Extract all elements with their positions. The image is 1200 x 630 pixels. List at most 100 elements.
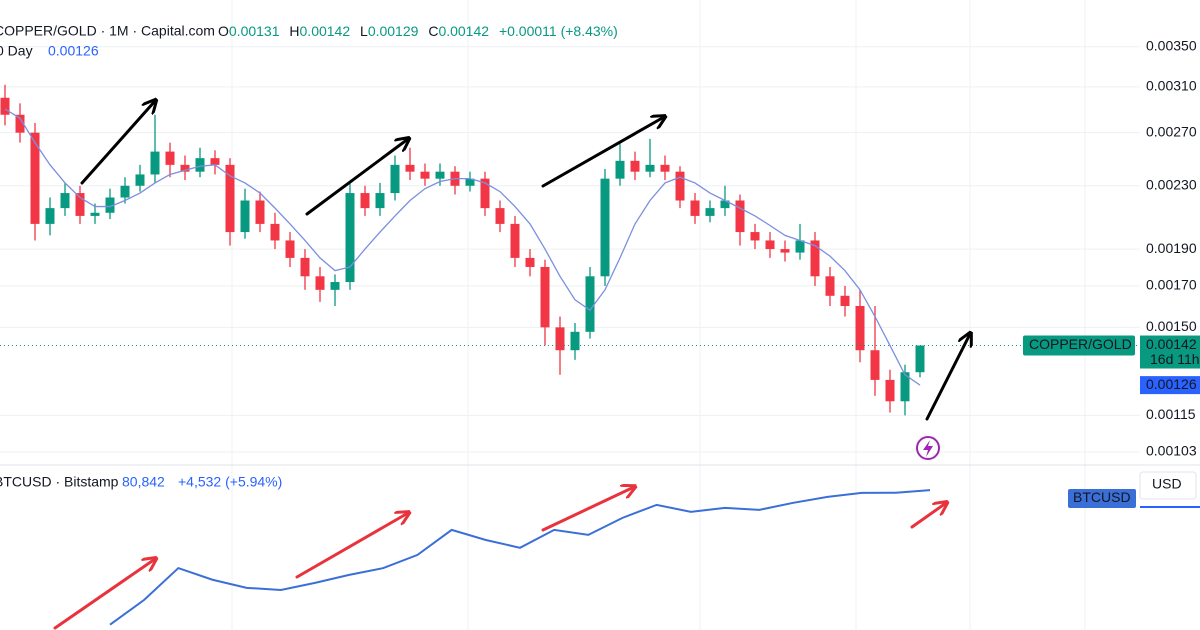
candle-body <box>30 132 40 224</box>
y-tick-label: 0.00150 <box>1146 318 1197 334</box>
last-price-tag-bg <box>1140 335 1200 369</box>
candle-body <box>645 164 655 172</box>
indicator-value: 0.00126 <box>48 43 99 59</box>
candle-body <box>435 171 445 179</box>
symbol-tag-bg <box>1023 335 1135 356</box>
candle-body <box>510 223 520 258</box>
ohlc-value: 0.00129 <box>368 23 419 39</box>
candle-body <box>0 97 10 115</box>
candle-body <box>255 200 265 224</box>
symbol-tag: BTCUSD <box>1073 489 1131 505</box>
candle-body <box>285 240 295 258</box>
indicator-tag: 0.00126 <box>1146 376 1197 392</box>
currency-label[interactable]: USD <box>1152 476 1182 492</box>
arrow <box>80 101 155 185</box>
candle-body <box>45 208 55 224</box>
event-icon[interactable] <box>916 436 940 460</box>
arrow <box>541 117 664 188</box>
symbol-tag: COPPER/GOLD <box>1029 336 1132 352</box>
indicator-label: 0 Day <box>0 43 33 59</box>
candle-body <box>480 178 490 209</box>
candle-body <box>735 200 745 233</box>
candle-body <box>420 171 430 179</box>
arrow <box>541 487 634 532</box>
candle-body <box>855 305 865 351</box>
arrow <box>910 503 946 529</box>
candle-body <box>915 345 925 373</box>
candle-body <box>750 232 760 241</box>
countdown: 16d 11h <box>1150 351 1200 367</box>
candle-body <box>720 200 730 209</box>
candle-body <box>780 249 790 253</box>
candle-body <box>825 276 835 296</box>
ohlc-label: C <box>428 23 438 39</box>
symbol-title: COPPER/GOLD · 1M · Capital.com <box>0 23 215 39</box>
candle-body <box>315 276 325 290</box>
y-tick-label: 0.00310 <box>1146 78 1197 94</box>
candle-body <box>90 212 100 216</box>
arrow <box>53 559 155 630</box>
y-tick-label: 0.00350 <box>1146 37 1197 53</box>
ohlc-label: H <box>289 23 299 39</box>
candle-body <box>885 379 895 402</box>
plot <box>0 46 1140 626</box>
candle-body <box>795 240 805 253</box>
ohlc-value: 0.00142 <box>438 23 489 39</box>
candle-body <box>870 350 880 380</box>
ohlc-legend: O0.00131 H0.00142 L0.00129 C0.00142 +0.0… <box>218 23 618 39</box>
change: +4,532 (+5.94%) <box>178 474 282 490</box>
btc-line <box>109 489 931 626</box>
currency-button[interactable] <box>1139 471 1197 500</box>
last-value: 80,842 <box>122 474 165 490</box>
last-price-tag: 0.00142 <box>1146 336 1197 352</box>
y-tick-label: 0.00103 <box>1146 443 1197 459</box>
ohlc-value: 0.00131 <box>229 23 280 39</box>
candle-body <box>165 151 175 165</box>
candle-body <box>705 208 715 216</box>
candle-body <box>660 164 670 172</box>
candle-body <box>75 193 85 216</box>
candle-body <box>840 295 850 306</box>
candle-body <box>210 158 220 165</box>
candle-body <box>240 200 250 233</box>
annotations <box>53 101 970 630</box>
candle-body <box>360 193 370 209</box>
candle-body <box>225 164 235 233</box>
y-tick-label: 0.00190 <box>1146 240 1197 256</box>
sma-line <box>4 108 921 386</box>
symbol-title: BTCUSD · Bitstamp <box>0 474 119 490</box>
candle-body <box>495 208 505 224</box>
candle-body <box>345 193 355 283</box>
candle-body <box>900 372 910 402</box>
ohlc-label: O <box>218 23 229 39</box>
candle-body <box>300 257 310 277</box>
candle-body <box>570 331 580 351</box>
candle-body <box>120 185 130 198</box>
arrow <box>305 139 408 216</box>
candle-body <box>105 197 115 213</box>
ohlc-value: 0.00142 <box>300 23 351 39</box>
candle-body <box>60 193 70 209</box>
candle-body <box>540 266 550 328</box>
candle-body <box>555 327 565 351</box>
candle-body <box>195 158 205 172</box>
candle-body <box>615 160 625 179</box>
candle-body <box>150 151 160 175</box>
icon-bolt[interactable] <box>923 440 933 457</box>
y-tick-label: 0.00230 <box>1146 176 1197 192</box>
candle-body <box>135 174 145 186</box>
candle-body <box>600 178 610 277</box>
candle-body <box>330 282 340 290</box>
candle-body <box>180 164 190 172</box>
indicator-tag-bg <box>1140 376 1200 395</box>
y-tick-label: 0.00115 <box>1146 406 1196 422</box>
vertical-grid <box>231 0 1086 630</box>
arrow <box>295 513 408 579</box>
candle-body <box>675 171 685 201</box>
candle-body <box>525 257 535 267</box>
y-tick-label: 0.00270 <box>1146 123 1197 139</box>
arrow <box>925 334 970 421</box>
